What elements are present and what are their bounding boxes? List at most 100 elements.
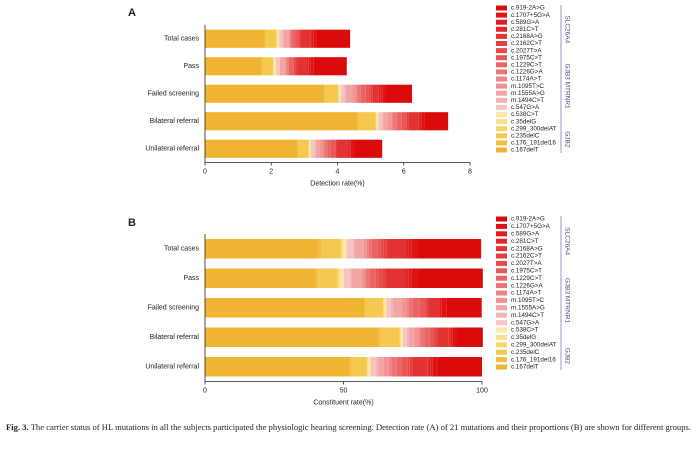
- legend-label: c.299_300delAT: [511, 125, 557, 132]
- bar-segment: [364, 268, 366, 288]
- bar-segment: [418, 268, 483, 288]
- bar-segment: [349, 357, 351, 377]
- bar-segment: [418, 239, 482, 259]
- bar-segment: [295, 57, 298, 76]
- bar-segment: [365, 84, 369, 103]
- bar-segment: [396, 112, 402, 131]
- bar-segment: [314, 139, 316, 158]
- legend-label: m.1095T>C: [511, 297, 545, 304]
- gene-group-label: SLC26A4: [563, 227, 570, 255]
- bar-segment: [310, 29, 312, 48]
- bar-segment: [205, 298, 365, 318]
- bar-segment: [386, 298, 391, 318]
- bar-segment: [283, 29, 289, 48]
- bar-segment: [382, 84, 386, 103]
- legend-label: c.176_191del16: [511, 356, 556, 363]
- bar-segment: [428, 298, 438, 318]
- x-tick-label: 0: [203, 168, 207, 175]
- y-tick-label: Total cases: [164, 36, 200, 43]
- bar-segment: [427, 357, 431, 377]
- bar-segment: [282, 29, 284, 48]
- bar-segment: [276, 29, 277, 48]
- legend-label: m.1555A>G: [511, 304, 545, 311]
- bar-segment: [385, 268, 405, 288]
- bar-segment: [378, 112, 382, 131]
- bar-segment: [408, 268, 412, 288]
- bar-segment: [376, 112, 379, 131]
- bar-segment: [406, 112, 409, 131]
- legend-swatch: [496, 216, 507, 222]
- legend-swatch: [496, 133, 507, 139]
- legend-swatch: [496, 231, 507, 237]
- legend-swatch: [496, 305, 507, 311]
- bar-segment: [350, 357, 367, 377]
- legend-swatch: [496, 357, 507, 363]
- bar-segment: [378, 357, 384, 377]
- bar-segment: [430, 357, 433, 377]
- legend-swatch: [496, 327, 507, 333]
- bar-segment: [297, 29, 299, 48]
- bar-segment: [355, 84, 358, 103]
- bar-segment: [359, 112, 376, 131]
- legend-label: c.281C>T: [511, 238, 539, 245]
- x-tick-label: 2: [269, 168, 273, 175]
- legend-label: c.547G>A: [511, 319, 540, 326]
- bar-segment: [377, 239, 381, 259]
- bar-segment: [408, 239, 412, 259]
- bar-segment: [383, 357, 389, 377]
- bar-segment: [357, 112, 360, 131]
- bar-segment: [311, 29, 314, 48]
- y-tick-label: Bilateral referral: [150, 118, 200, 125]
- legend-label: m.1095T>C: [511, 83, 545, 90]
- bar-segment: [292, 29, 296, 48]
- bar-segment: [366, 357, 368, 377]
- bar-segment: [292, 57, 294, 76]
- legend-swatch: [496, 112, 507, 117]
- bar-segment: [290, 29, 293, 48]
- legend-swatch: [496, 253, 507, 259]
- bar-segment: [205, 139, 298, 158]
- bar-segment: [433, 327, 436, 347]
- bar-segment: [369, 268, 376, 288]
- bar-segment: [424, 112, 449, 131]
- legend-label: c.167delT: [511, 147, 539, 154]
- legend-swatch: [496, 26, 507, 32]
- bar-segment: [344, 84, 346, 103]
- legend-swatch: [496, 275, 507, 281]
- legend-swatch: [496, 140, 507, 146]
- legend-swatch: [496, 55, 507, 61]
- legend-label: c.1975C>T: [511, 54, 542, 61]
- bar-segment: [401, 298, 407, 318]
- bar-segment: [408, 327, 415, 347]
- bar-segment: [315, 139, 320, 158]
- bar-segment: [421, 112, 425, 131]
- bar-segment: [276, 29, 278, 48]
- bar-segment: [370, 84, 373, 103]
- bar-segment: [411, 268, 419, 288]
- bar-segment: [450, 327, 453, 347]
- legend-label: c.1174A>T: [511, 76, 541, 83]
- bar-segment: [384, 298, 387, 318]
- bar-segment: [383, 298, 385, 318]
- bar-segment: [361, 268, 365, 288]
- bar-segment: [340, 268, 344, 288]
- y-tick-label: Bilateral referral: [150, 334, 200, 341]
- bar-segment: [368, 84, 371, 103]
- bar-segment: [287, 57, 289, 76]
- legend-label: c.35delG: [511, 334, 536, 341]
- figure: A Total cases Pass Failed screening Bilatera…: [128, 5, 570, 407]
- bar-segment: [295, 29, 298, 48]
- bar-segment: [366, 239, 369, 259]
- legend-swatch: [496, 223, 507, 229]
- bar-segment: [298, 139, 309, 158]
- bar-segment: [391, 357, 397, 377]
- bar-segment: [407, 357, 410, 377]
- bar-segment: [205, 112, 358, 131]
- y-tick-label: Failed screening: [148, 305, 199, 312]
- legend-swatch: [496, 5, 507, 11]
- bar-segment: [334, 139, 336, 158]
- bar-segment: [277, 29, 280, 48]
- bar-segment: [346, 239, 353, 259]
- bar-segment: [446, 298, 482, 318]
- legend-swatch: [496, 349, 507, 355]
